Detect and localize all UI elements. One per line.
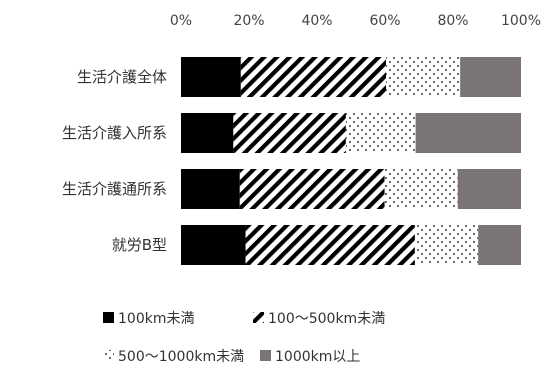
x-tick-label: 20% — [233, 13, 264, 29]
x-axis-tick-labels: 0% 20% 40% 60% 80% 100% — [170, 13, 541, 29]
bar-segment — [240, 57, 387, 97]
category-label: 生活介護入所系 — [62, 124, 167, 142]
bar-segment — [384, 169, 458, 209]
legend-swatch — [253, 312, 264, 323]
bar-segment — [239, 169, 385, 209]
bar-segment — [415, 113, 521, 153]
x-tick-label: 40% — [301, 13, 332, 29]
category-label: 生活介護全体 — [77, 68, 167, 86]
bar-segment — [245, 225, 415, 265]
category-label: 生活介護通所系 — [62, 180, 167, 198]
x-tick-label: 80% — [437, 13, 468, 29]
legend-label: 500～1000km未満 — [118, 349, 244, 365]
bar-segment — [181, 57, 241, 97]
legend-swatch — [103, 312, 114, 323]
bar-segment — [345, 113, 416, 153]
bar-segment — [181, 225, 246, 265]
bar-segment — [478, 225, 521, 265]
bar-segment — [457, 169, 521, 209]
legend-label: 100km未満 — [118, 311, 194, 327]
legend-label: 1000km以上 — [275, 349, 360, 365]
bar-segment — [414, 225, 479, 265]
x-tick-label: 100% — [501, 13, 541, 29]
category-label: 就労B型 — [112, 236, 167, 254]
bar-segment — [181, 113, 234, 153]
bar-segment — [233, 113, 346, 153]
x-tick-label: 0% — [170, 13, 192, 29]
legend-swatch — [260, 350, 271, 361]
bars-group — [181, 57, 521, 265]
legend: 100km未満 100～500km未満 500～1000km未満 1000km以上 — [103, 311, 385, 365]
bar-segment — [181, 169, 240, 209]
bar-segment — [460, 57, 521, 97]
legend-label: 100～500km未満 — [268, 311, 385, 327]
x-tick-label: 60% — [369, 13, 400, 29]
bar-segment — [386, 57, 461, 97]
legend-swatch — [103, 350, 114, 361]
